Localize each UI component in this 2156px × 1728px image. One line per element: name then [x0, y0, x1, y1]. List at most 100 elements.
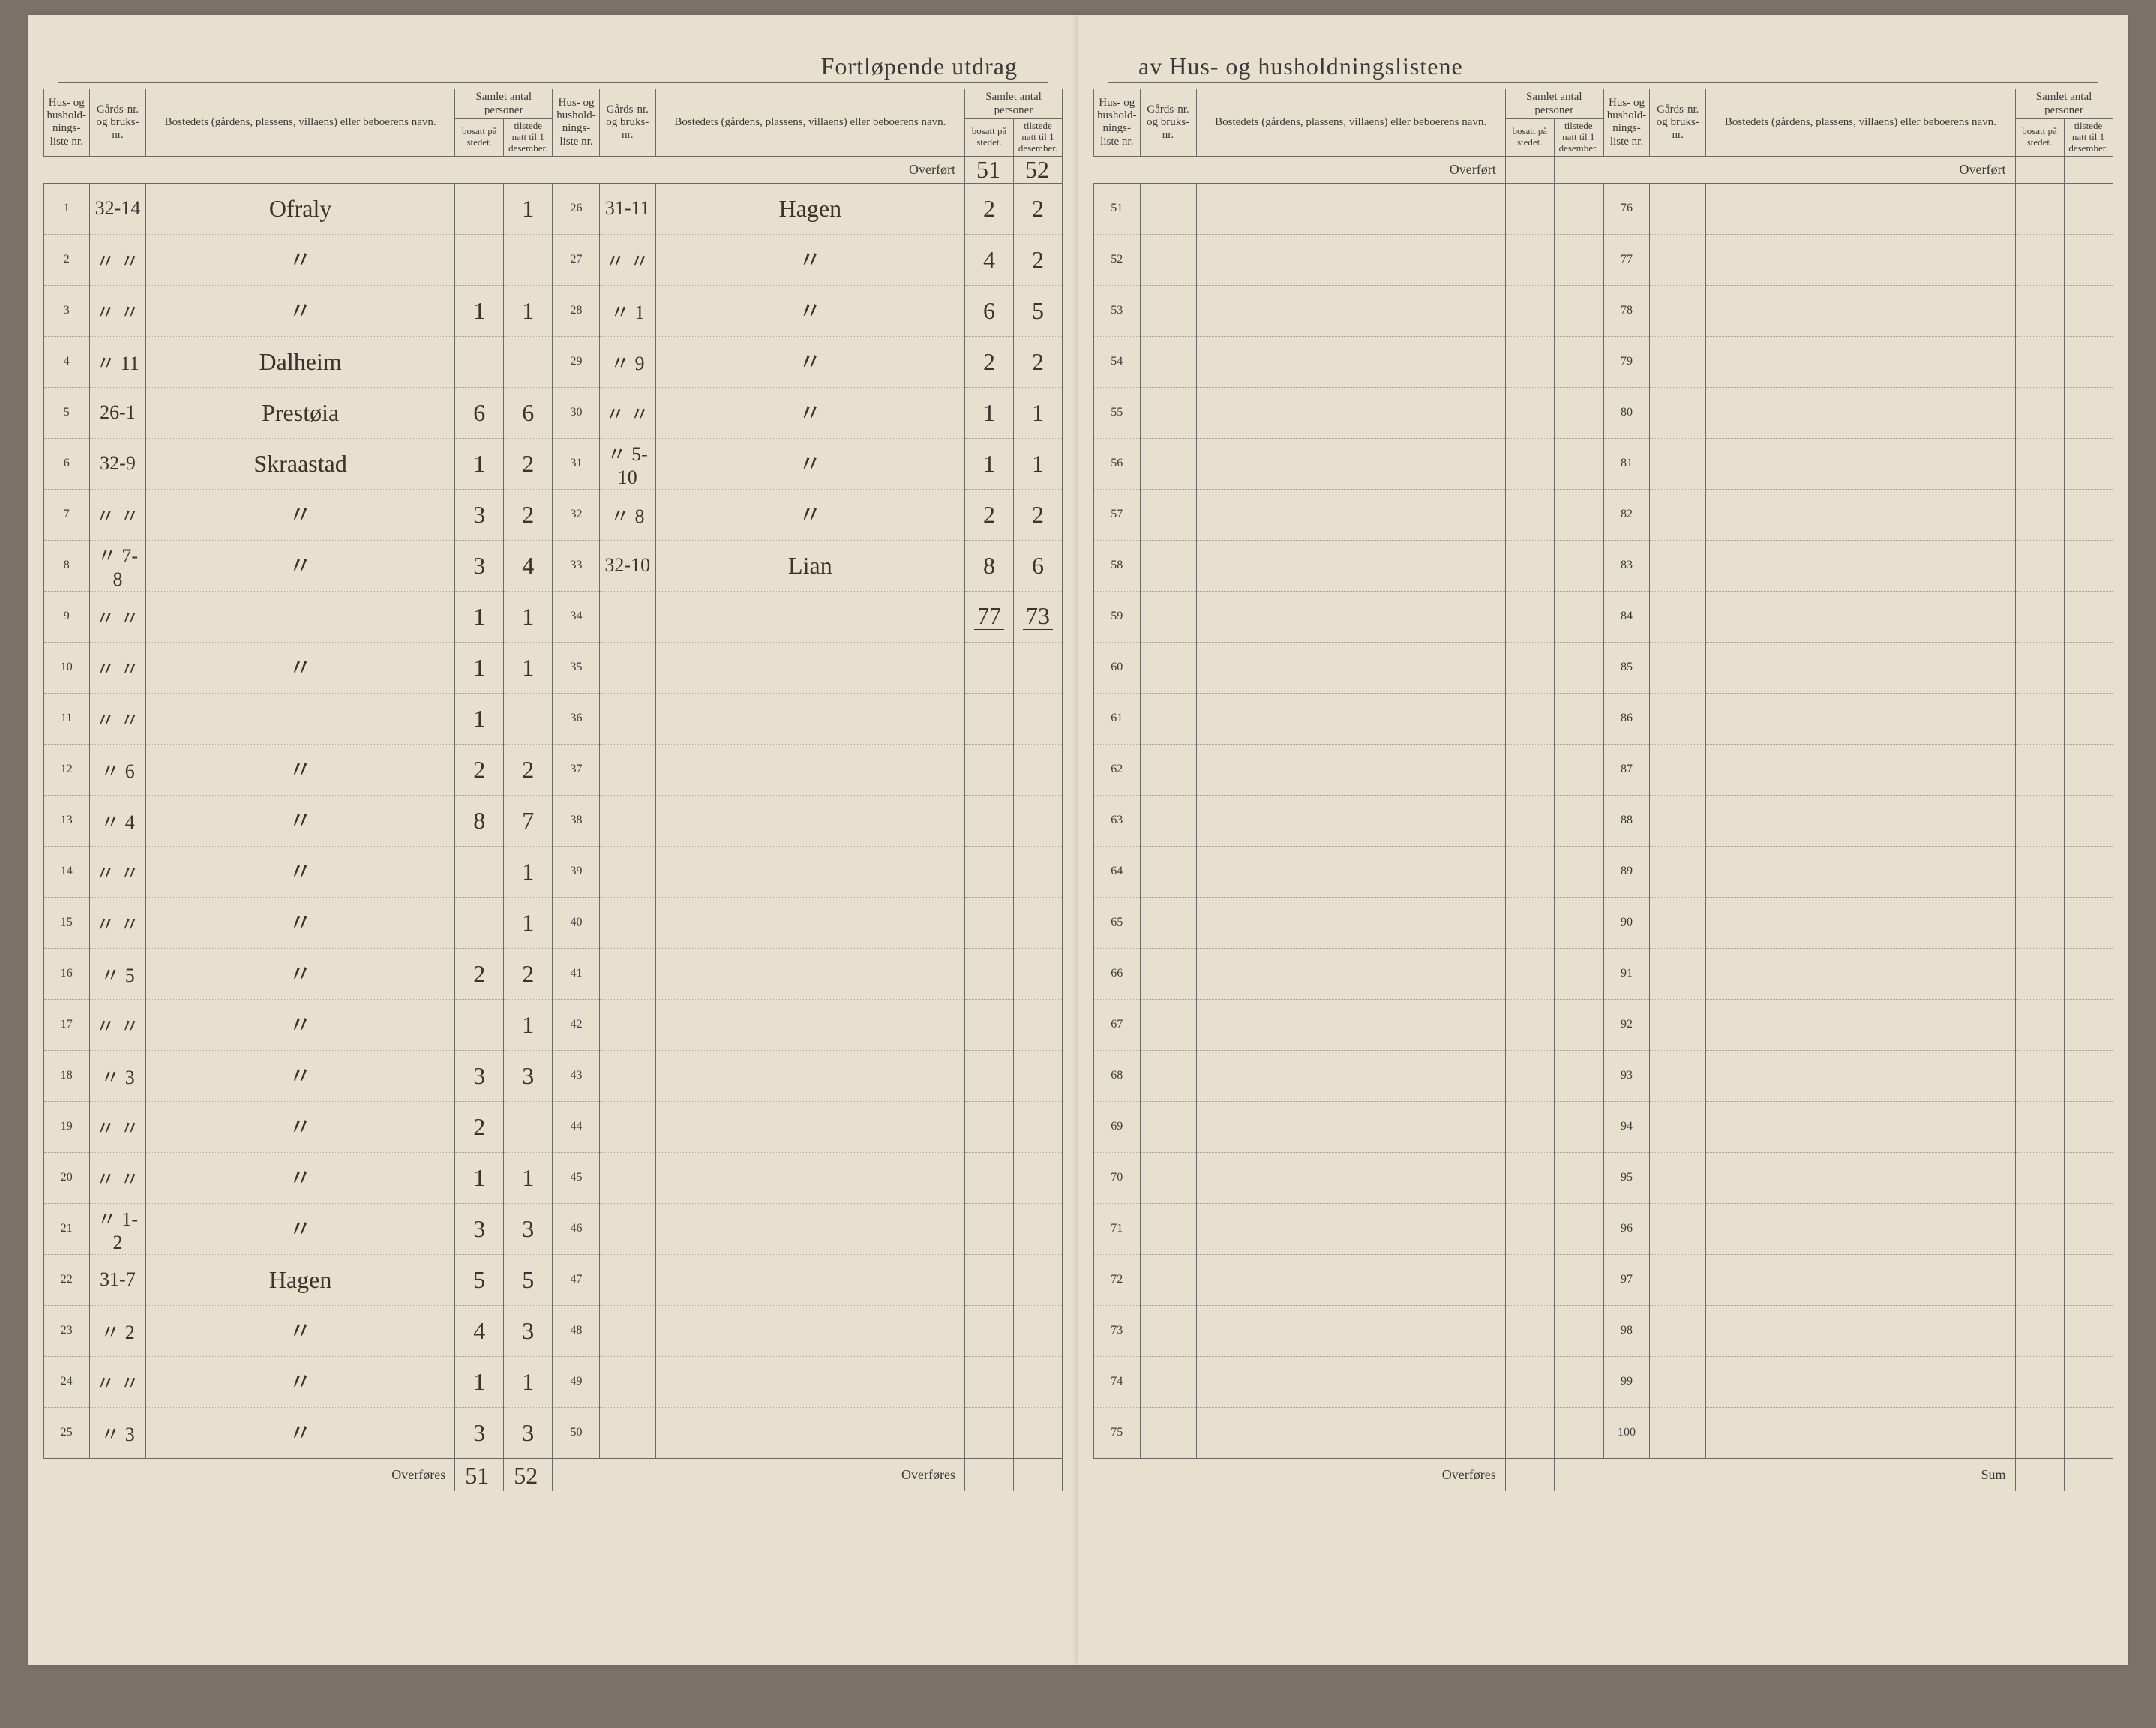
tilstede-count — [1014, 744, 1063, 795]
bosatt-count — [1505, 438, 1554, 489]
tilstede-count: 1 — [504, 999, 553, 1050]
bosted-name — [1706, 744, 2015, 795]
col-header-liste-nr: Hus- og hushold-nings-liste nr. — [1094, 89, 1141, 157]
bosatt-count: 8 — [455, 795, 504, 846]
bosted-name — [1706, 387, 2015, 438]
bosatt-count: 2 — [455, 1101, 504, 1152]
row-number: 62 — [1094, 744, 1141, 795]
col-header-bosted: Bostedets (gårdens, plassens, villaens) … — [655, 89, 964, 157]
title-left: Fortløpende utdrag — [58, 52, 1048, 82]
ledger-row: 14〃 〃〃1 — [43, 846, 553, 897]
bosatt-count — [965, 693, 1014, 744]
row-number: 25 — [43, 1407, 90, 1458]
ledger-row: 3332-10Lian86 — [553, 540, 1063, 591]
bosted-name — [1706, 489, 2015, 540]
bosatt-count — [1505, 744, 1554, 795]
tilstede-count — [2064, 1356, 2113, 1407]
bosatt-count — [2015, 234, 2064, 285]
ledger-row: 66 — [1094, 948, 1603, 999]
col-header-gards-nr: Gårds-nr. og bruks-nr. — [599, 89, 655, 157]
bosted-name — [1706, 1050, 2015, 1101]
tilstede-count: 5 — [504, 1254, 553, 1305]
footer-bosatt — [1505, 1458, 1554, 1491]
bosted-name: 〃 — [146, 1356, 455, 1407]
bosted-name — [1196, 1305, 1505, 1356]
ledger-row: 99 — [1603, 1356, 2113, 1407]
ledger-row: 4〃 11Dalheim — [43, 336, 553, 387]
ledger-row: 60 — [1094, 642, 1603, 693]
bosted-name — [1706, 336, 2015, 387]
row-number: 27 — [553, 234, 600, 285]
gards-nr: 〃 〃 — [90, 489, 146, 540]
tilstede-count: 4 — [504, 540, 553, 591]
bosted-name — [1706, 285, 2015, 336]
bosted-name: 〃 — [146, 846, 455, 897]
ledger-row: 132-14Ofraly1 — [43, 183, 553, 234]
bosatt-count — [1505, 1203, 1554, 1254]
bosted-name — [655, 999, 964, 1050]
row-number: 31 — [553, 438, 600, 489]
bosted-name — [146, 591, 455, 642]
bosatt-count — [2015, 948, 2064, 999]
bosted-name — [1196, 1101, 1505, 1152]
gards-nr — [599, 999, 655, 1050]
gards-nr — [1140, 1050, 1196, 1101]
tilstede-count — [1014, 1305, 1063, 1356]
row-number: 84 — [1603, 591, 1650, 642]
bosted-name — [655, 1254, 964, 1305]
bosted-name: 〃 — [146, 1101, 455, 1152]
gards-nr — [599, 846, 655, 897]
bosted-name — [1706, 999, 2015, 1050]
bosted-name: 〃 — [146, 795, 455, 846]
tilstede-count — [2064, 1407, 2113, 1458]
bosted-name: 〃 — [655, 285, 964, 336]
gards-nr: 〃 2 — [90, 1305, 146, 1356]
ledger-row: 67 — [1094, 999, 1603, 1050]
tilstede-count — [1554, 1305, 1603, 1356]
row-number: 20 — [43, 1152, 90, 1203]
ledger-row: 21〃 1-2〃33 — [43, 1203, 553, 1254]
gards-nr: 〃 8 — [599, 489, 655, 540]
gards-nr: 〃 〃 — [90, 999, 146, 1050]
bosted-name — [655, 1050, 964, 1101]
col-header-gards-nr: Gårds-nr. og bruks-nr. — [90, 89, 146, 157]
gards-nr — [1140, 693, 1196, 744]
gards-nr — [599, 1050, 655, 1101]
row-number: 59 — [1094, 591, 1141, 642]
row-number: 49 — [553, 1356, 600, 1407]
tilstede-count: 3 — [504, 1407, 553, 1458]
carry-forward-row — [43, 156, 553, 183]
bosatt-count — [1505, 1305, 1554, 1356]
bosatt-count: 1 — [455, 693, 504, 744]
ledger-row: 78 — [1603, 285, 2113, 336]
gards-nr: 〃 7-8 — [90, 540, 146, 591]
bosted-name: 〃 — [146, 1152, 455, 1203]
ledger-row: 80 — [1603, 387, 2113, 438]
row-number: 38 — [553, 795, 600, 846]
bosatt-count: 1 — [965, 438, 1014, 489]
ledger-row: 64 — [1094, 846, 1603, 897]
row-number: 40 — [553, 897, 600, 948]
tilstede-count: 1 — [504, 591, 553, 642]
ledger-row: 73 — [1094, 1305, 1603, 1356]
bosted-name — [655, 1356, 964, 1407]
bosatt-count — [2015, 183, 2064, 234]
tilstede-count: 1 — [504, 846, 553, 897]
bosted-name: Hagen — [655, 183, 964, 234]
tilstede-count — [1014, 1407, 1063, 1458]
ledger-row: 94 — [1603, 1101, 2113, 1152]
bosted-name — [1196, 846, 1505, 897]
gards-nr: 〃 〃 — [90, 1152, 146, 1203]
ledger-row: 89 — [1603, 846, 2113, 897]
gards-nr: 〃 〃 — [90, 846, 146, 897]
bosted-name — [1196, 285, 1505, 336]
ledger-row: 37 — [553, 744, 1063, 795]
ledger-row: 12〃 6〃22 — [43, 744, 553, 795]
tilstede-count — [2064, 846, 2113, 897]
carry-tilstede: 52 — [1014, 156, 1063, 183]
bosatt-count: 5 — [455, 1254, 504, 1305]
bosted-name — [1196, 1407, 1505, 1458]
ledger-row: 32〃 8〃22 — [553, 489, 1063, 540]
gards-nr — [599, 795, 655, 846]
gards-nr: 〃 〃 — [90, 693, 146, 744]
